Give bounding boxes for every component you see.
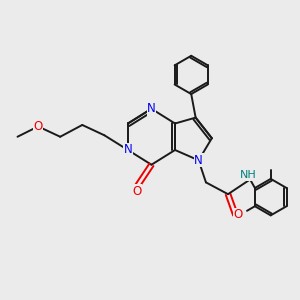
- Text: N: N: [147, 102, 156, 115]
- Text: O: O: [132, 185, 141, 198]
- Text: N: N: [124, 143, 132, 157]
- Text: NH: NH: [240, 170, 257, 180]
- Text: O: O: [234, 208, 243, 221]
- Text: O: O: [34, 120, 43, 133]
- Text: N: N: [194, 154, 203, 167]
